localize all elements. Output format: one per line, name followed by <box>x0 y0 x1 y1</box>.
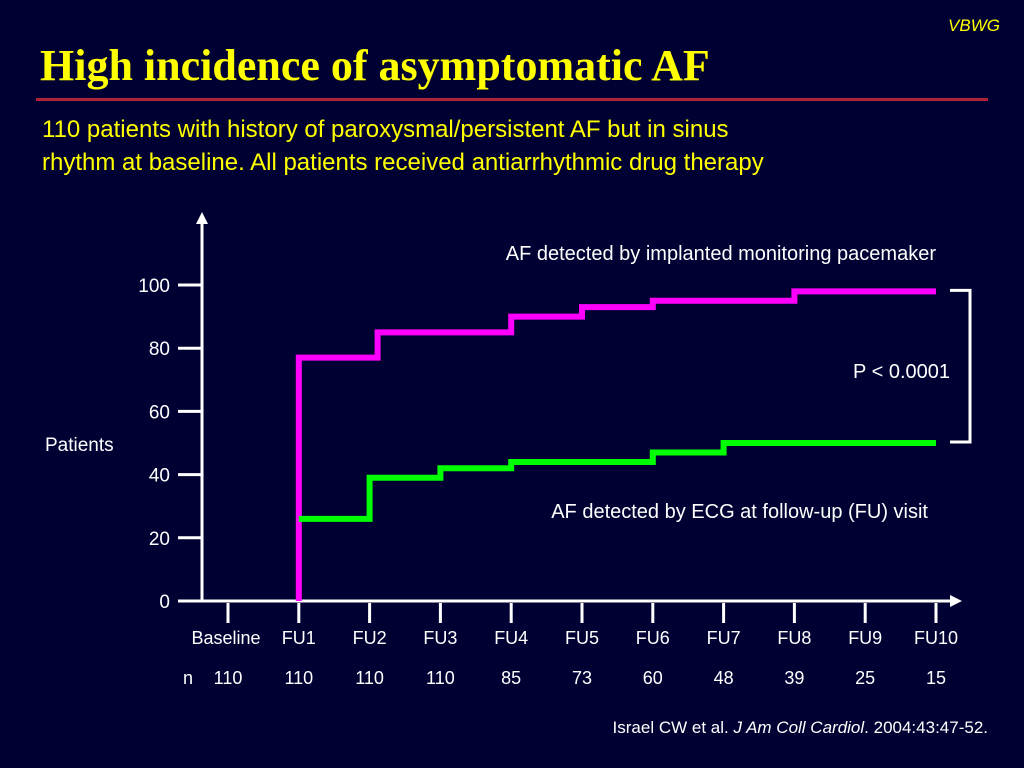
n-row-label: n <box>183 668 193 688</box>
y-axis-arrow-icon <box>196 212 208 224</box>
series-label-ecg: AF detected by ECG at follow-up (FU) vis… <box>551 501 928 523</box>
y-tick-label: 100 <box>138 276 170 297</box>
n-value-label: 48 <box>714 668 734 688</box>
x-tick-label: FU8 <box>777 628 811 648</box>
series-line-ecg <box>298 440 936 522</box>
x-tick-label: Baseline <box>191 628 260 648</box>
y-axis-label: Patients <box>45 435 114 456</box>
n-value-label: 73 <box>572 668 592 688</box>
slide-subtitle: 110 patients with history of paroxysmal/… <box>42 113 942 179</box>
x-tick-label: FU6 <box>636 628 670 648</box>
n-value-label: 110 <box>284 668 313 688</box>
x-tick-label: FU3 <box>423 628 457 648</box>
slide-title: High incidence of asymptomatic AF <box>40 41 710 90</box>
corner-tag: VBWG <box>948 16 1000 35</box>
citation-authors: Israel CW et al. <box>612 718 729 737</box>
subtitle-line-2: rhythm at baseline. All patients receive… <box>42 149 764 176</box>
n-value-label: 15 <box>926 668 946 688</box>
n-value-label: 39 <box>784 668 804 688</box>
title-divider <box>36 98 988 101</box>
n-value-label: 60 <box>643 668 663 688</box>
y-tick-label: 40 <box>149 466 170 487</box>
citation-details: . 2004:43:47-52. <box>864 718 988 737</box>
y-tick-label: 20 <box>149 529 170 550</box>
p-value-annotation: P < 0.0001 <box>853 361 950 383</box>
y-tick-label: 0 <box>159 592 170 613</box>
x-tick-label: FU7 <box>707 628 741 648</box>
n-value-label: 25 <box>855 668 875 688</box>
x-tick-label: FU9 <box>848 628 882 648</box>
x-tick-label: FU10 <box>914 628 958 648</box>
x-tick-label: FU4 <box>494 628 528 648</box>
series-line-pacemaker <box>295 288 936 601</box>
series-label-pacemaker: AF detected by implanted monitoring pace… <box>506 243 937 265</box>
x-axis-arrow-icon <box>950 595 962 607</box>
n-value-label: 110 <box>214 668 243 688</box>
y-tick-label: 60 <box>149 402 170 423</box>
n-value-label: 85 <box>501 668 521 688</box>
x-tick-label: FU5 <box>565 628 599 648</box>
n-value-label: 110 <box>355 668 384 688</box>
x-tick-label: FU2 <box>353 628 387 648</box>
y-tick-label: 80 <box>149 339 170 360</box>
citation-journal: J Am Coll Cardiol <box>733 718 865 737</box>
citation: Israel CW et al. J Am Coll Cardiol. 2004… <box>613 718 988 738</box>
subtitle-line-1: 110 patients with history of paroxysmal/… <box>42 116 729 143</box>
x-tick-label: FU1 <box>282 628 316 648</box>
significance-bracket <box>950 288 972 444</box>
n-value-label: 110 <box>426 668 455 688</box>
